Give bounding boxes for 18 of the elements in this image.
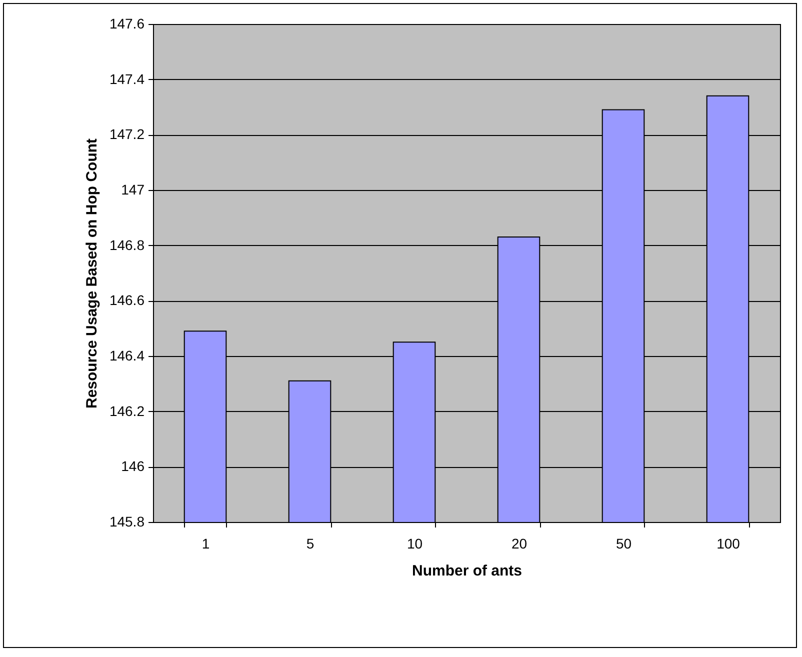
y-tick-label: 147.4 [109,70,145,87]
y-tick-label: 145.8 [109,514,145,530]
y-axis-title: Resource Usage Based on Hop Count [83,138,100,409]
y-tick-label: 146.4 [109,348,145,364]
x-tick-label: 10 [406,536,423,552]
x-tick-label: 20 [511,536,528,552]
y-tick-label: 147.2 [109,126,145,142]
y-tick-label: 146.2 [109,402,145,419]
x-tick-label: 50 [616,536,632,552]
x-axis-title: Number of ants [412,562,522,580]
x-tick-label: 1 [202,536,210,552]
y-tick-label: 146.6 [109,292,145,308]
y-tick-label: 147.6 [109,16,145,32]
y-tick-label: 146.8 [109,236,145,253]
x-tick-label: 5 [306,536,314,552]
y-tick-label: 147 [121,182,145,198]
y-tick-label: 146 [121,458,145,474]
x-tick-label: 100 [716,536,740,552]
